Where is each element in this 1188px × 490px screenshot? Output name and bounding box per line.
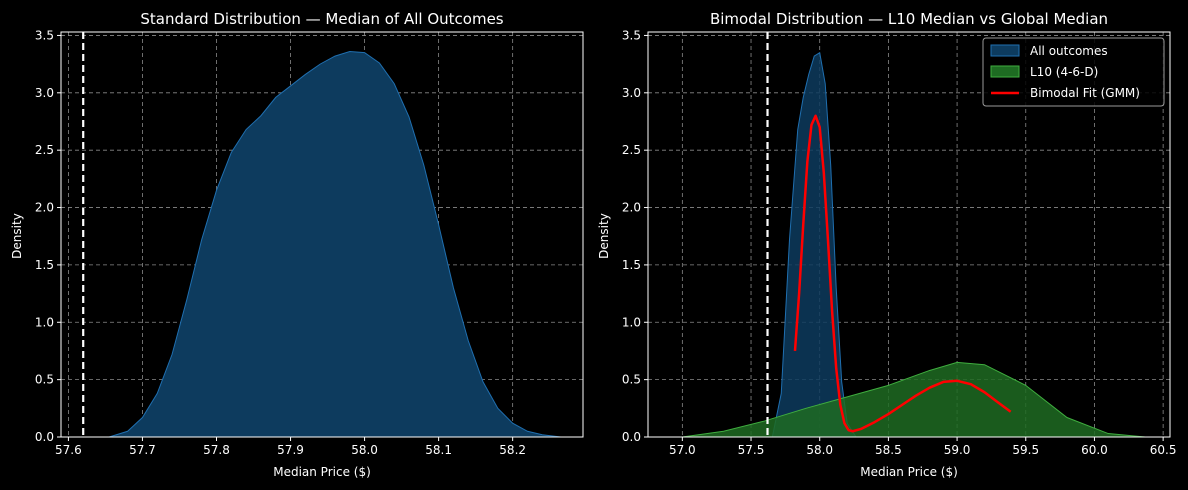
left-y-tick-label-1-5: 1.5 xyxy=(35,258,54,272)
left-y-tick-label-0-5: 0.5 xyxy=(35,373,54,387)
legend-swatch-all-outcomes xyxy=(990,44,1020,57)
right-series-bimodal-fit-gmm-line xyxy=(793,114,1012,433)
left-x-tick-label-57-9: 57.9 xyxy=(277,443,304,457)
left-chart: Standard Distribution — Median of All Ou… xyxy=(10,10,584,479)
left-plot-frame xyxy=(60,31,584,438)
right-y-tick-label-0-5: 0.5 xyxy=(622,373,641,387)
left-y-tick-label-3-5: 3.5 xyxy=(35,28,54,42)
left-x-tick-label-58-0: 58.0 xyxy=(351,443,378,457)
right-x-tick-label-59-5: 59.5 xyxy=(1012,443,1039,457)
right-series-all-outcomes-outline xyxy=(771,51,857,438)
left-y-axis-label: Density xyxy=(10,213,24,259)
left-plot-area: 57.6 57.7 57.8 57.9 58.0 58.1 58.2 0.0 0.5 1.0 1.5… xyxy=(35,28,584,457)
right-x-tick-label-60-0: 60.0 xyxy=(1081,443,1108,457)
left-series-0-outline xyxy=(108,50,561,438)
legend-swatch-l10 xyxy=(990,65,1020,78)
left-x-axis-label: Median Price ($) xyxy=(273,465,371,479)
left-y-tick-label-1-0: 1.0 xyxy=(35,315,54,329)
legend-label-all-outcomes: All outcomes xyxy=(1030,44,1108,58)
left-y-tick-label-2-0: 2.0 xyxy=(35,201,54,215)
left-x-tick-label-58-2: 58.2 xyxy=(499,443,526,457)
legend-label-bimodal-fit: Bimodal Fit (GMM) xyxy=(1030,86,1140,100)
right-chart-title: Bimodal Distribution — L10 Median vs Glo… xyxy=(710,10,1108,28)
right-series-l10-4-6-d-outline xyxy=(682,361,1146,438)
right-x-tick-label-57-0: 57.0 xyxy=(669,443,696,457)
left-y-tick-label-2-5: 2.5 xyxy=(35,143,54,157)
legend-box xyxy=(982,37,1165,107)
right-y-tick-label-0-0: 0.0 xyxy=(622,430,641,444)
right-series-l10-4-6-d-area xyxy=(682,362,1146,437)
left-x-tick-label-57-7: 57.7 xyxy=(129,443,156,457)
right-x-tick-label-59-0: 59.0 xyxy=(944,443,971,457)
left-chart-title: Standard Distribution — Median of All Ou… xyxy=(140,10,503,28)
left-x-tick-label-57-6: 57.6 xyxy=(55,443,82,457)
left-y-tick-label-0-0: 0.0 xyxy=(35,430,54,444)
right-plot-frame xyxy=(647,31,1171,438)
right-y-tick-label-2-0: 2.0 xyxy=(622,201,641,215)
left-y-tick-label-3-0: 3.0 xyxy=(35,86,54,100)
right-x-axis-label: Median Price ($) xyxy=(860,465,958,479)
right-y-tick-label-2-5: 2.5 xyxy=(622,143,641,157)
right-x-tick-label-58-5: 58.5 xyxy=(875,443,902,457)
left-x-tick-label-57-8: 57.8 xyxy=(203,443,230,457)
right-chart: Bimodal Distribution — L10 Median vs Glo… xyxy=(597,10,1176,479)
right-x-tick-label-60-5: 60.5 xyxy=(1150,443,1177,457)
left-series-0-area xyxy=(109,51,561,437)
right-x-tick-label-57-5: 57.5 xyxy=(738,443,765,457)
right-y-axis-label: Density xyxy=(597,213,611,259)
legend: All outcomes L10 (4-6-D) Bimodal Fit (GM… xyxy=(982,37,1165,107)
legend-label-l10: L10 (4-6-D) xyxy=(1030,65,1098,79)
right-y-tick-label-3-5: 3.5 xyxy=(622,28,641,42)
right-x-tick-label-58-0: 58.0 xyxy=(806,443,833,457)
left-x-tick-label-58-1: 58.1 xyxy=(425,443,452,457)
right-y-tick-label-1-5: 1.5 xyxy=(622,258,641,272)
right-y-tick-label-1-0: 1.0 xyxy=(622,315,641,329)
right-y-tick-label-3-0: 3.0 xyxy=(622,86,641,100)
